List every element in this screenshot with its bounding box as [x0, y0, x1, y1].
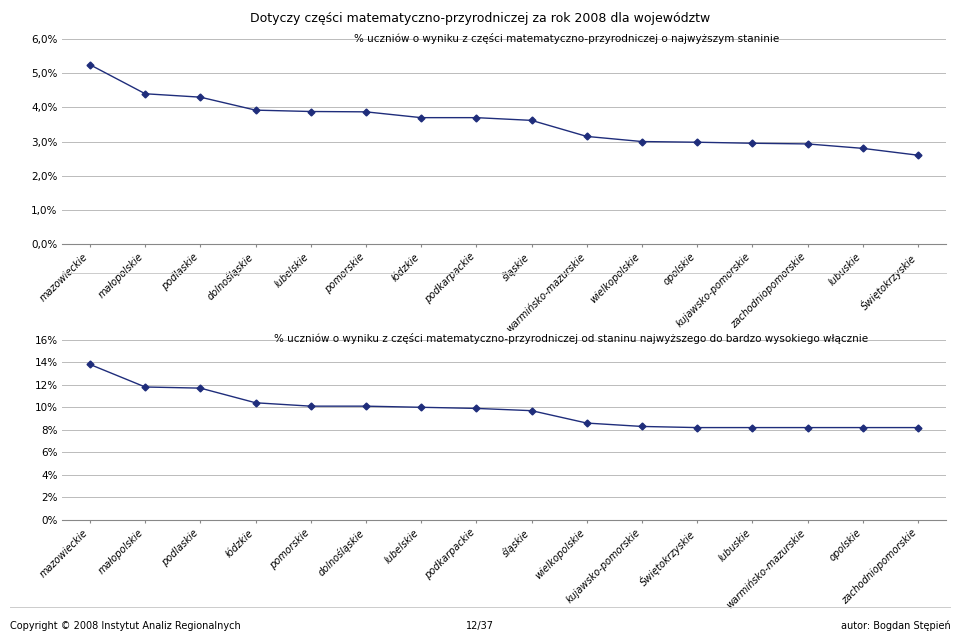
Text: 12/37: 12/37: [466, 621, 494, 631]
Text: % uczniów o wyniku z części matematyczno-przyrodniczej o najwyższym staninie: % uczniów o wyniku z części matematyczno…: [354, 33, 780, 44]
Text: Dotyczy części matematyczno-przyrodniczej za rok 2008 dla województw: Dotyczy części matematyczno-przyrodnicze…: [250, 12, 710, 24]
Text: autor: Bogdan Stępień: autor: Bogdan Stępień: [841, 621, 950, 631]
Text: Copyright © 2008 Instytut Analiz Regionalnych: Copyright © 2008 Instytut Analiz Regiona…: [10, 621, 240, 631]
Text: % uczniów o wyniku z części matematyczno-przyrodniczej od staninu najwyższego do: % uczniów o wyniku z części matematyczno…: [275, 333, 869, 343]
